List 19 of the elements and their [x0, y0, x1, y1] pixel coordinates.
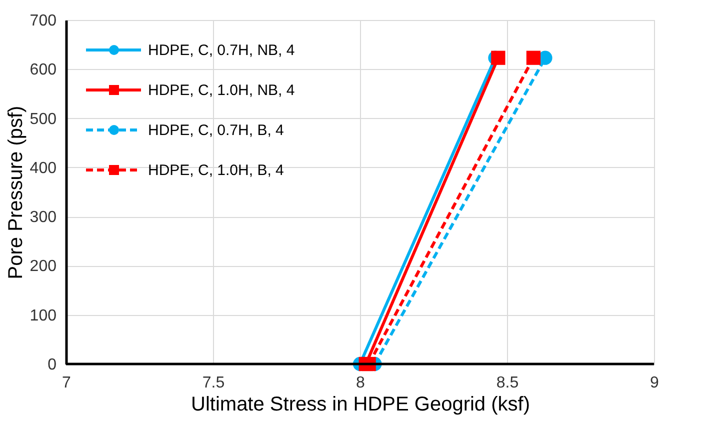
y-tick-label: 300 — [30, 209, 57, 226]
y-tick-label: 700 — [30, 12, 57, 30]
y-tick-label: 400 — [30, 160, 57, 177]
legend-label: HDPE, C, 0.7H, NB, 4 — [148, 42, 295, 59]
y-tick-label: 600 — [30, 62, 57, 79]
x-tick-label: 9 — [650, 374, 660, 392]
x-tick-label: 8.5 — [496, 374, 519, 392]
legend-label: HDPE, C, 0.7H, B, 4 — [148, 122, 284, 139]
x-tick-label: 8 — [356, 374, 366, 392]
x-tick-label: 7 — [62, 374, 72, 392]
y-tick-label: 500 — [30, 110, 57, 128]
y-axis-title: Pore Pressure (psf) — [4, 106, 27, 280]
x-axis-title: Ultimate Stress in HDPE Geogrid (ksf) — [191, 394, 530, 416]
legend-label: HDPE, C, 1.0H, B, 4 — [148, 162, 284, 179]
y-tick-label: 200 — [30, 258, 57, 276]
y-tick-label: 100 — [30, 307, 57, 324]
x-tick-label: 7.5 — [202, 374, 225, 392]
legend-label: HDPE, C, 1.0H, NB, 4 — [148, 82, 295, 99]
y-tick-label: 0 — [48, 356, 57, 374]
